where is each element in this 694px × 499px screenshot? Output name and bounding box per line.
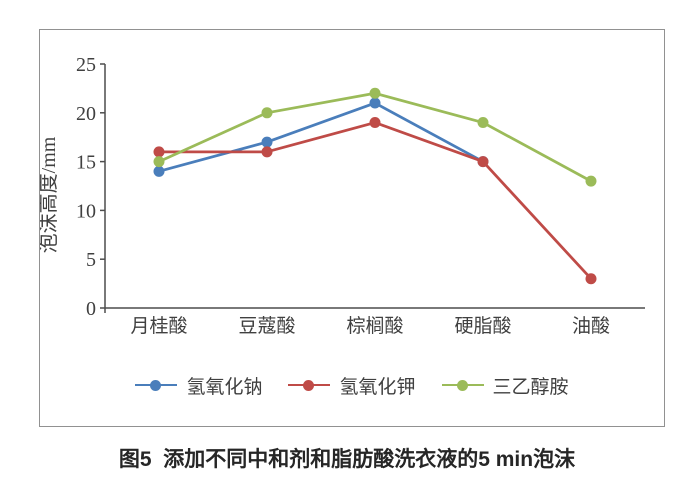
legend-label-1: 氢氧化钾 bbox=[339, 376, 416, 398]
series-marker-1 bbox=[153, 146, 165, 158]
x-category-label: 月桂酸 bbox=[130, 315, 187, 337]
legend-dot-sample bbox=[150, 379, 162, 391]
series-marker-0 bbox=[153, 165, 165, 177]
series-marker-2 bbox=[585, 175, 597, 187]
figure-caption: 图5 添加不同中和剂和脂肪酸洗衣液的5 min泡沫 bbox=[118, 448, 576, 471]
y-tick-label: 0 bbox=[86, 298, 96, 320]
chart-legend: 氢氧化钠 氢氧化钾 三乙醇胺 bbox=[40, 369, 664, 401]
legend-dot-sample bbox=[303, 379, 315, 391]
series-marker-1 bbox=[369, 117, 381, 129]
y-tick-label: 25 bbox=[76, 54, 96, 76]
series-marker-2 bbox=[153, 156, 165, 168]
legend-item-0: 氢氧化钠 bbox=[135, 372, 262, 399]
y-tick-label: 10 bbox=[76, 200, 96, 222]
series-marker-1 bbox=[585, 273, 597, 285]
legend-dot-sample bbox=[456, 379, 468, 391]
series-line-0 bbox=[157, 101, 485, 173]
line-chart-plot: 0 5 10 15 20 25 月桂酸 豆蔻酸 棕榈酸 硬脂酸 油酸 泡沫高度/mm bbox=[40, 54, 645, 337]
series-marker-1 bbox=[261, 146, 273, 158]
legend-item-2: 三乙醇胺 bbox=[441, 372, 569, 399]
y-tick-label: 15 bbox=[76, 152, 96, 174]
x-category-label: 豆蔻酸 bbox=[238, 315, 295, 337]
y-tick-label: 5 bbox=[86, 249, 96, 271]
series-marker-2 bbox=[261, 107, 273, 119]
x-category-label: 油酸 bbox=[572, 315, 610, 337]
x-category-label: 棕榈酸 bbox=[346, 315, 403, 337]
legend-marker-icon bbox=[288, 379, 331, 391]
y-tick-label: 20 bbox=[76, 103, 96, 125]
series-marker-0 bbox=[261, 136, 273, 148]
series-marker-1 bbox=[477, 156, 489, 168]
chart-frame: 0 5 10 15 20 25 月桂酸 豆蔻酸 棕榈酸 硬脂酸 油酸 泡沫高度/mm 氢氧化钠 氢氧化钾… bbox=[39, 29, 665, 427]
legend-marker-icon bbox=[135, 379, 178, 391]
legend-item-1: 氢氧化钾 bbox=[288, 372, 416, 399]
legend-label-2: 三乙醇胺 bbox=[492, 376, 569, 398]
series-marker-2 bbox=[369, 87, 381, 99]
x-category-label: 硬脂酸 bbox=[454, 315, 511, 337]
y-axis-title: 泡沫高度/mm bbox=[40, 136, 60, 253]
legend-marker-icon bbox=[441, 379, 484, 391]
legend-label-0: 氢氧化钠 bbox=[186, 376, 263, 398]
series-marker-0 bbox=[369, 97, 381, 109]
series-marker-2 bbox=[477, 117, 489, 129]
